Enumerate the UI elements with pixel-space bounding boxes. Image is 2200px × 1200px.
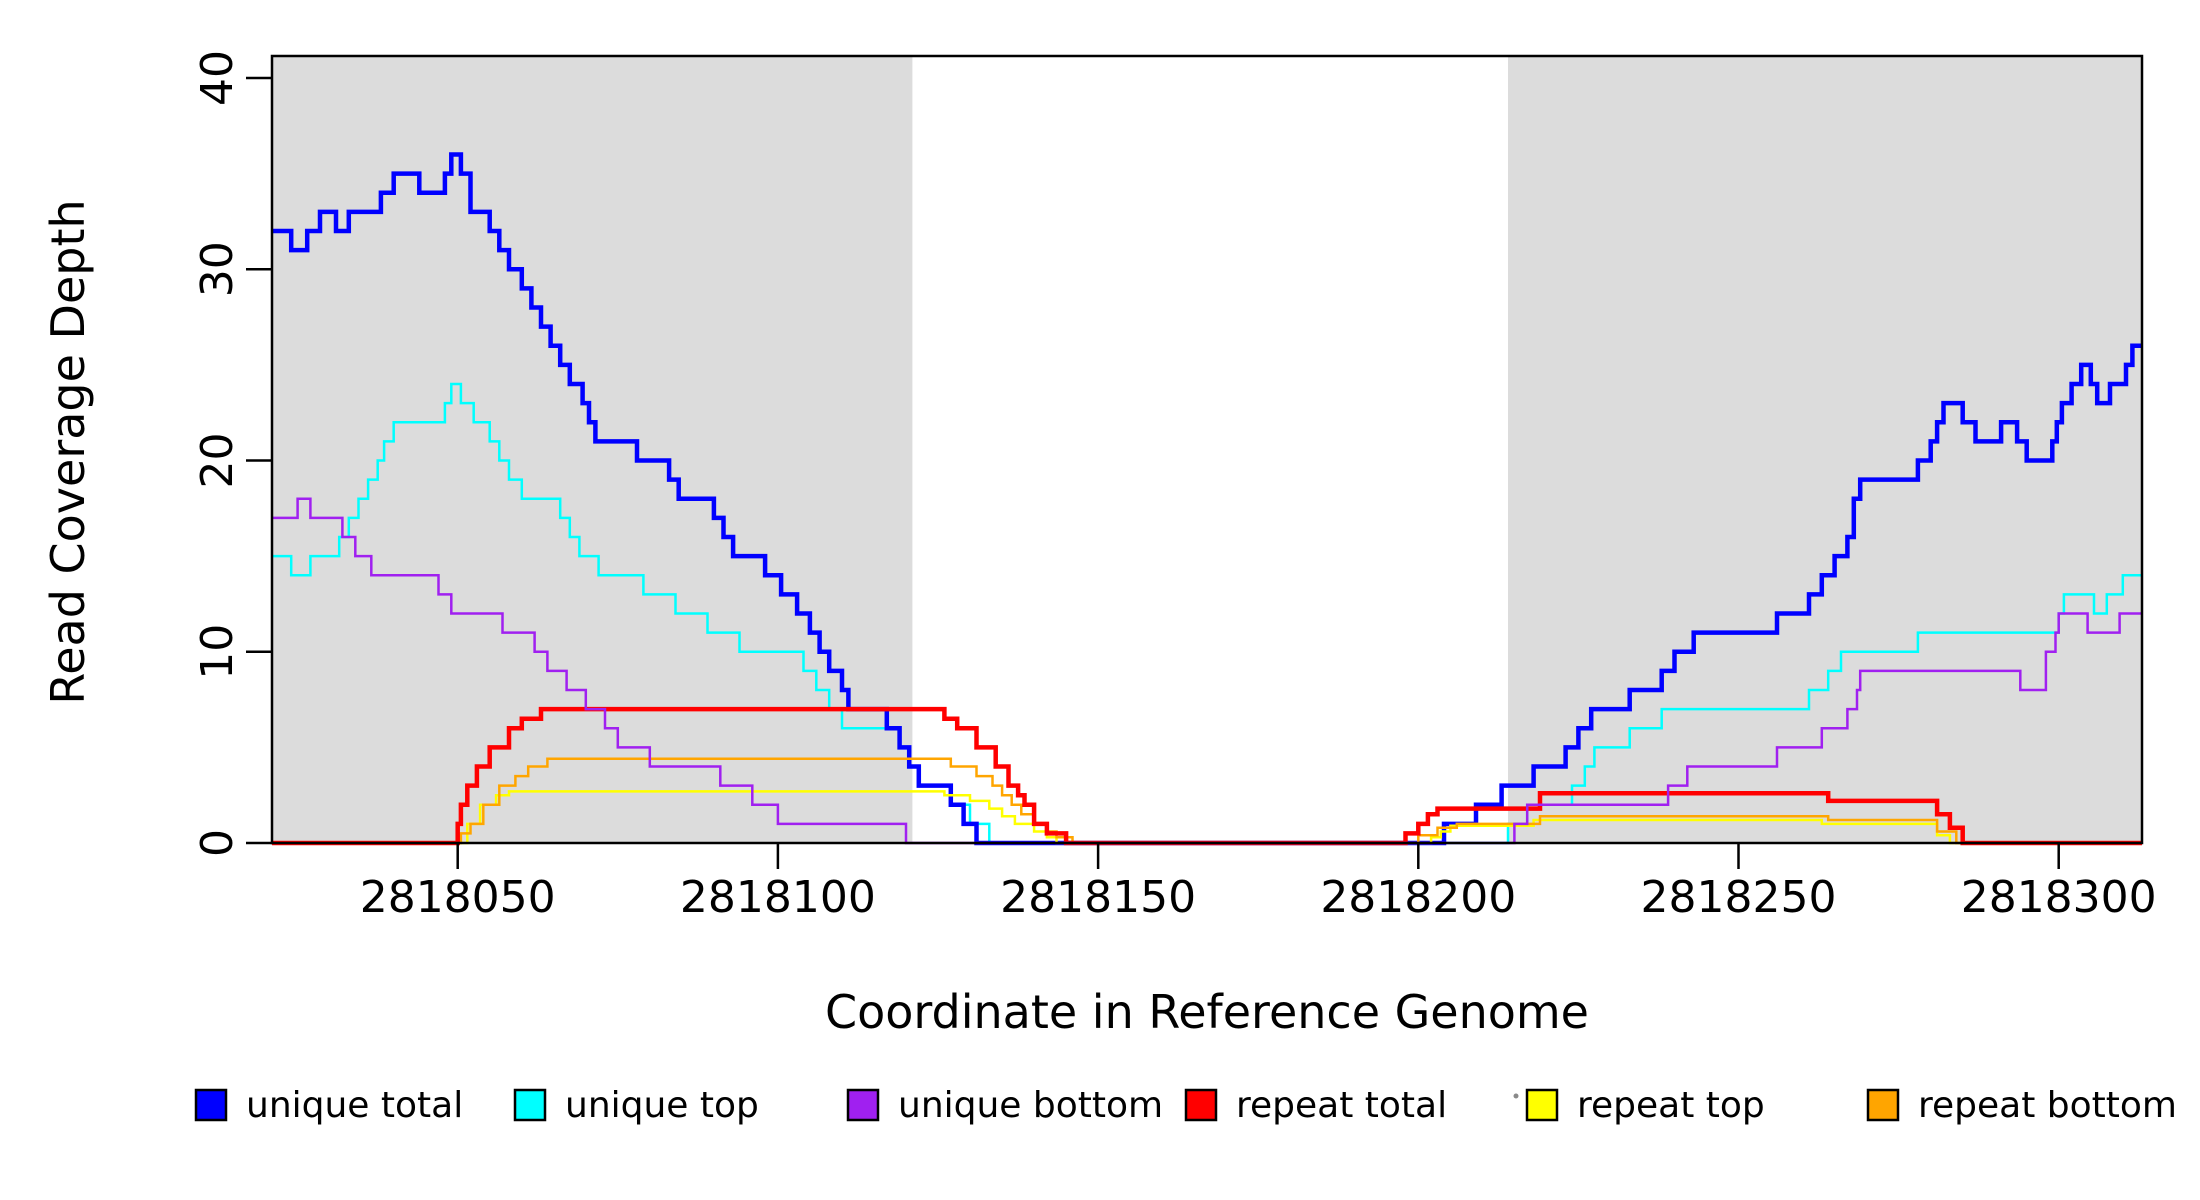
series-repeat-total-line bbox=[272, 706, 2142, 846]
series-lines bbox=[272, 152, 2142, 846]
shaded-region bbox=[272, 56, 913, 843]
x-tick-label: 2818300 bbox=[1961, 872, 2157, 923]
x-tick-label: 2818250 bbox=[1641, 872, 1837, 923]
plot-border bbox=[270, 54, 2144, 845]
legend-label: unique top bbox=[565, 1085, 759, 1126]
x-tick-label: 2818100 bbox=[680, 872, 876, 923]
legend-item: repeat total bbox=[1184, 1085, 1447, 1126]
series-unique-bottom-line bbox=[272, 497, 2142, 845]
legend-label: unique bottom bbox=[898, 1085, 1163, 1126]
y-tick-label: 20 bbox=[192, 433, 243, 489]
x-tick-label: 2818200 bbox=[1320, 872, 1516, 923]
legend-swatch-unique-total bbox=[194, 1088, 228, 1122]
legend-swatch-repeat-top bbox=[1525, 1088, 1559, 1122]
legend-label: repeat bottom bbox=[1918, 1085, 2177, 1126]
x-tick-label: 2818150 bbox=[1000, 872, 1196, 923]
legend-swatch-unique-top bbox=[513, 1088, 547, 1122]
series-unique-total-line bbox=[272, 152, 2142, 846]
legend-swatch-unique-bottom bbox=[846, 1088, 880, 1122]
y-tick-label: 40 bbox=[192, 50, 243, 106]
series-unique-top-line bbox=[272, 382, 2142, 845]
legend-item: repeat bottom bbox=[1866, 1085, 2177, 1126]
legend-label: repeat top bbox=[1577, 1085, 1765, 1126]
y-tick-label: 0 bbox=[192, 829, 243, 857]
legend-label: repeat total bbox=[1236, 1085, 1447, 1126]
legend-label: unique total bbox=[246, 1085, 463, 1126]
legend-item: unique total bbox=[194, 1085, 463, 1126]
axis-tick-labels: 2818050 2818100 2818150 2818200 2818250 28183… bbox=[192, 50, 2157, 923]
legend-item: repeat top bbox=[1525, 1085, 1765, 1126]
x-tick-label: 2818050 bbox=[360, 872, 556, 923]
y-axis-title: Read Coverage Depth bbox=[41, 199, 95, 704]
legend-swatch-repeat-bottom bbox=[1866, 1088, 1900, 1122]
shaded-region bbox=[1508, 56, 2142, 843]
legend-item: unique bottom bbox=[846, 1085, 1163, 1126]
y-tick-label: 30 bbox=[192, 241, 243, 297]
legend-swatch-repeat-total bbox=[1184, 1088, 1218, 1122]
legend: unique total unique top unique bottom repea… bbox=[194, 1085, 2177, 1126]
series-repeat-top-line bbox=[272, 790, 2142, 845]
shaded-regions bbox=[272, 56, 2142, 843]
axis-ticks bbox=[246, 76, 2060, 869]
artifact-dot bbox=[1513, 1093, 1519, 1099]
y-tick-label: 10 bbox=[192, 624, 243, 680]
legend-item: unique top bbox=[513, 1085, 759, 1126]
x-axis-title: Coordinate in Reference Genome bbox=[825, 985, 1589, 1039]
